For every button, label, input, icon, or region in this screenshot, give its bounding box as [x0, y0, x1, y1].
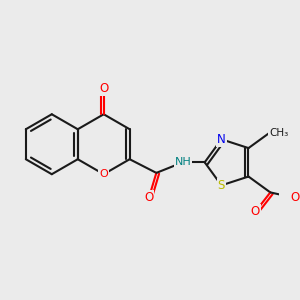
Text: N: N	[217, 133, 226, 146]
Text: O: O	[251, 205, 260, 218]
Text: CH₃: CH₃	[269, 128, 288, 138]
Text: S: S	[218, 179, 225, 192]
Text: NH: NH	[174, 157, 191, 167]
Text: O: O	[99, 169, 108, 179]
Text: O: O	[99, 82, 108, 95]
Text: O: O	[144, 191, 154, 204]
Text: O: O	[290, 191, 300, 204]
